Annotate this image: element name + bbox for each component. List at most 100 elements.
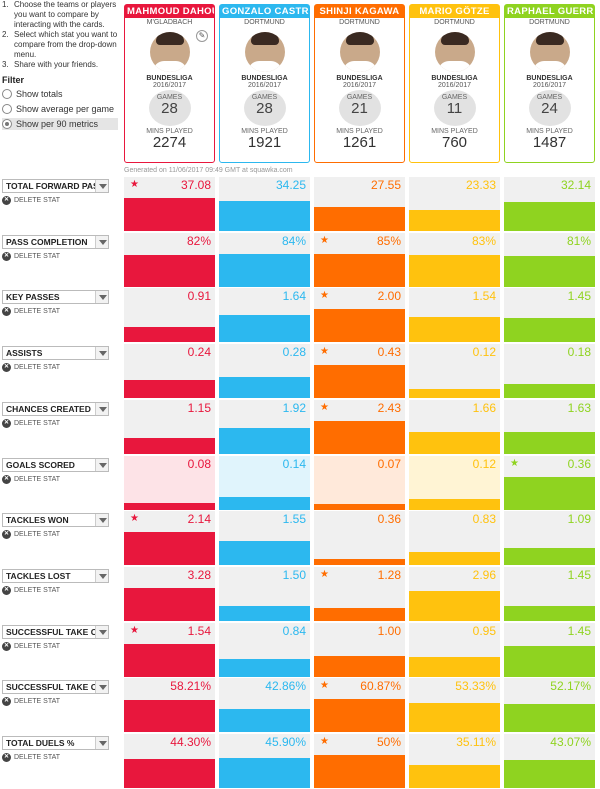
season-label: 2016/2017	[437, 82, 472, 89]
stat-value: 1.45	[567, 623, 591, 638]
close-icon[interactable]: ✕	[2, 307, 11, 317]
games-label: GAMES	[346, 94, 373, 101]
stat-row: KEY PASSES ✕ DELETE STAT 0.91 1.64 ★ 2.00…	[0, 288, 600, 344]
stat-select[interactable]: SUCCESSFUL TAKE O	[2, 680, 109, 695]
close-icon[interactable]: ✕	[2, 641, 11, 651]
delete-stat-button[interactable]: ✕ DELETE STAT	[2, 530, 61, 540]
chevron-down-icon[interactable]	[95, 514, 108, 527]
player-name[interactable]: MAHMOUD DAHOU	[125, 5, 214, 18]
stat-cell: ★ 1.28	[314, 566, 405, 621]
stat-value: 0.28	[282, 345, 306, 360]
stat-bar	[504, 645, 595, 677]
close-icon[interactable]: ✕	[2, 585, 11, 595]
stat-value: 0.12	[472, 345, 496, 360]
chevron-down-icon[interactable]	[95, 737, 108, 749]
close-icon[interactable]: ✕	[2, 530, 11, 540]
stat-value: 1.66	[472, 400, 496, 415]
stat-cell: 34.25	[219, 177, 310, 231]
stat-value: 0.95	[472, 623, 496, 638]
stat-cell: 1.54	[409, 288, 500, 343]
stat-value: 32.14	[560, 178, 591, 192]
chevron-down-icon[interactable]	[95, 180, 108, 192]
stat-cell: ★ 50%	[314, 734, 405, 788]
close-icon[interactable]: ✕	[2, 753, 11, 762]
chevron-down-icon[interactable]	[95, 681, 108, 694]
stat-cell: 58.21%	[124, 678, 215, 733]
chevron-down-icon[interactable]	[95, 569, 108, 582]
stat-cell: 1.63	[504, 399, 595, 454]
radio-icon[interactable]	[2, 104, 12, 114]
stat-select[interactable]: GOALS SCORED	[2, 457, 109, 472]
stat-value: 2.14	[187, 512, 211, 527]
delete-stat-button[interactable]: ✕ DELETE STAT	[2, 307, 61, 317]
player-photo	[339, 32, 380, 72]
mins-value: 1487	[532, 134, 567, 151]
close-icon[interactable]: ✕	[2, 196, 11, 205]
player-name[interactable]: RAPHAEL GUERR	[505, 5, 594, 18]
mins-label: MINS PLAYED	[146, 128, 193, 135]
delete-stat-button[interactable]: ✕ DELETE STAT	[2, 585, 61, 595]
radio-icon[interactable]	[2, 89, 12, 99]
delete-stat-button[interactable]: ✕ DELETE STAT	[2, 753, 61, 762]
stat-value: 3.28	[187, 567, 211, 582]
player-card[interactable]: MAHMOUD DAHOU M'GLADBACH ✎ BUNDESLIGA 20…	[124, 4, 215, 163]
close-icon[interactable]: ✕	[2, 474, 11, 484]
filter-option-totals[interactable]: Show totals	[2, 88, 118, 100]
delete-stat-button[interactable]: ✕ DELETE STAT	[2, 418, 61, 428]
stat-value: 53.33%	[455, 679, 496, 694]
chevron-down-icon[interactable]	[95, 235, 108, 248]
instructions-list: 1. Choose the teams or players you want t…	[0, 0, 118, 70]
stat-bar	[314, 420, 405, 454]
stat-bar	[314, 559, 405, 566]
stat-cell: ★ 0.43	[314, 344, 405, 399]
stat-value: 1.45	[567, 289, 591, 304]
delete-stat-button[interactable]: ✕ DELETE STAT	[2, 196, 61, 205]
filter-option-per-game[interactable]: Show average per game	[2, 103, 118, 115]
chevron-down-icon[interactable]	[95, 402, 108, 415]
stat-select[interactable]: CHANCES CREATED	[2, 401, 109, 416]
stat-select[interactable]: TACKLES LOST	[2, 568, 109, 583]
close-icon[interactable]: ✕	[2, 418, 11, 428]
stat-bar	[504, 202, 595, 231]
close-icon[interactable]: ✕	[2, 363, 11, 373]
stat-cell: 0.14	[219, 455, 310, 510]
delete-stat-button[interactable]: ✕ DELETE STAT	[2, 697, 61, 707]
filter-option-per-90[interactable]: Show per 90 metrics	[2, 118, 118, 130]
stat-bar	[219, 201, 310, 231]
delete-stat-button[interactable]: ✕ DELETE STAT	[2, 251, 61, 261]
player-name[interactable]: SHINJI KAGAWA	[315, 5, 404, 18]
radio-selected-icon[interactable]	[2, 119, 12, 129]
stat-select[interactable]: TOTAL DUELS %	[2, 736, 109, 750]
stat-bar	[409, 210, 500, 231]
stat-select[interactable]: KEY PASSES	[2, 290, 109, 305]
stat-select[interactable]: ASSISTS	[2, 346, 109, 361]
mins-value: 1261	[342, 134, 377, 151]
player-card[interactable]: SHINJI KAGAWA DORTMUND BUNDESLIGA 2016/2…	[314, 4, 405, 163]
stat-select[interactable]: TOTAL FORWARD PAS	[2, 179, 109, 193]
chevron-down-icon[interactable]	[95, 347, 108, 360]
mins-value: 760	[441, 134, 468, 151]
close-icon[interactable]: ✕	[2, 251, 11, 261]
stat-row: SUCCESSFUL TAKE O ✕ DELETE STAT ★ 1.54 0.…	[0, 622, 600, 679]
player-card[interactable]: GONZALO CASTR DORTMUND BUNDESLIGA 2016/2…	[219, 4, 310, 163]
stat-select[interactable]: PASS COMPLETION	[2, 234, 109, 249]
stat-value: 1.45	[567, 567, 591, 582]
close-icon[interactable]: ✕	[2, 697, 11, 707]
star-icon: ★	[130, 624, 139, 636]
player-card[interactable]: RAPHAEL GUERR DORTMUND BUNDESLIGA 2016/2…	[504, 4, 595, 163]
stat-select[interactable]: TACKLES WON	[2, 513, 109, 528]
player-name[interactable]: MARIO GÖTZE	[410, 5, 499, 18]
player-card[interactable]: MARIO GÖTZE DORTMUND BUNDESLIGA 2016/201…	[409, 4, 500, 163]
chevron-down-icon[interactable]	[95, 458, 108, 471]
chevron-down-icon[interactable]	[95, 625, 108, 638]
stat-value: 37.08	[180, 178, 211, 192]
edit-icon[interactable]: ✎	[196, 30, 208, 42]
player-team: DORTMUND	[339, 19, 380, 26]
delete-stat-button[interactable]: ✕ DELETE STAT	[2, 641, 61, 651]
delete-stat-button[interactable]: ✕ DELETE STAT	[2, 474, 61, 484]
delete-stat-button[interactable]: ✕ DELETE STAT	[2, 363, 61, 373]
chevron-down-icon[interactable]	[95, 291, 108, 304]
games-circle: GAMES 11	[433, 90, 476, 126]
stat-select[interactable]: SUCCESSFUL TAKE O	[2, 624, 109, 639]
player-name[interactable]: GONZALO CASTR	[220, 5, 309, 18]
